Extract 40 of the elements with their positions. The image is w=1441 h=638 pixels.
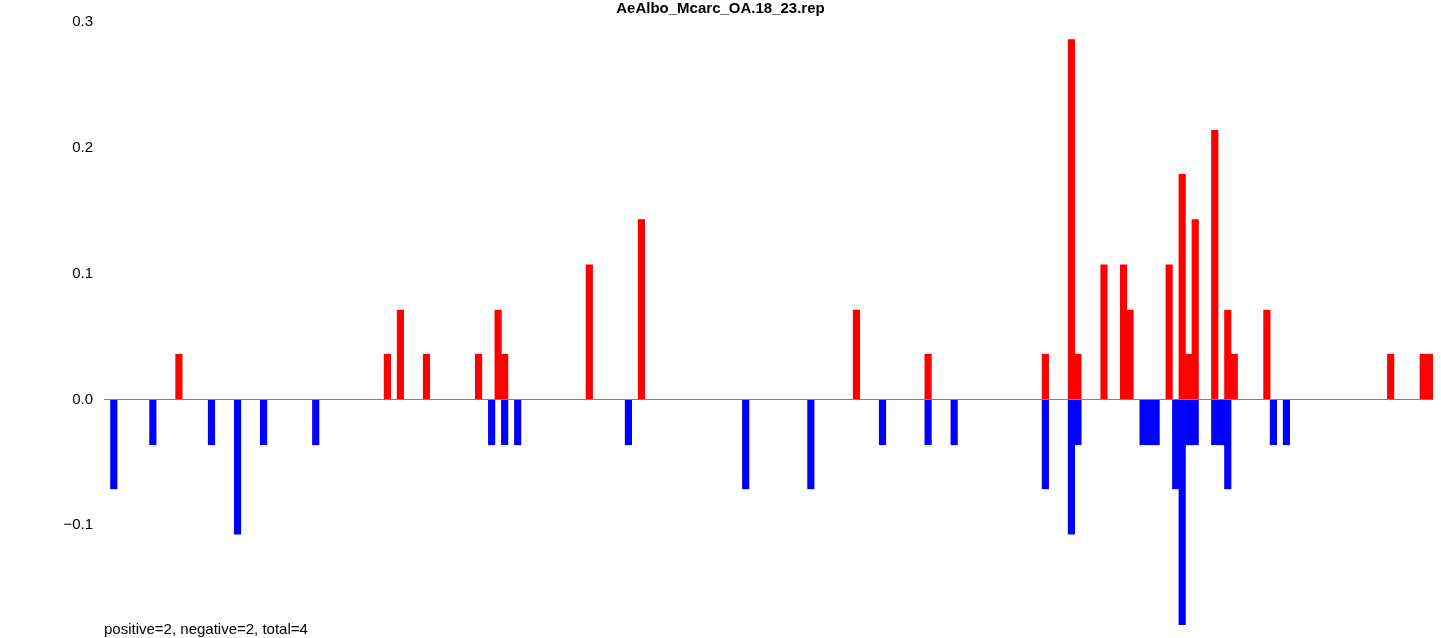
bar bbox=[110, 399, 118, 490]
bar bbox=[396, 309, 405, 400]
bar bbox=[742, 399, 750, 490]
bar bbox=[475, 353, 483, 400]
chart-title: AeAlbo_Mcarc_OA.18_23.rep bbox=[616, 0, 825, 17]
bar bbox=[422, 353, 431, 400]
bar bbox=[637, 219, 646, 400]
bar bbox=[207, 399, 216, 446]
bar bbox=[514, 399, 522, 446]
bar bbox=[878, 399, 887, 446]
bar bbox=[1165, 264, 1173, 400]
bar bbox=[501, 399, 509, 446]
bar bbox=[924, 353, 932, 400]
bar bbox=[149, 399, 157, 446]
bar bbox=[312, 399, 320, 446]
y-tick-label: 0.3 bbox=[72, 12, 93, 30]
bar bbox=[488, 399, 496, 446]
bar bbox=[233, 399, 242, 535]
bar bbox=[175, 353, 183, 400]
bar bbox=[807, 399, 815, 490]
bar bbox=[1041, 399, 1049, 490]
bar bbox=[924, 399, 932, 446]
bar bbox=[1100, 264, 1108, 400]
y-tick-label: 0.1 bbox=[72, 263, 93, 281]
bar bbox=[624, 399, 633, 446]
y-tick-label: −0.1 bbox=[63, 515, 93, 533]
bar bbox=[1269, 399, 1277, 446]
y-tick-label: 0.2 bbox=[72, 137, 93, 155]
bar bbox=[585, 264, 593, 400]
bar bbox=[1282, 399, 1291, 446]
bar bbox=[1387, 353, 1395, 400]
bar bbox=[950, 399, 958, 446]
bar bbox=[260, 399, 268, 446]
annotation: positive=2, negative=2, total=4 bbox=[104, 620, 308, 637]
bar bbox=[852, 309, 861, 400]
bar bbox=[1211, 129, 1219, 400]
bar bbox=[1041, 353, 1049, 400]
bar bbox=[383, 353, 391, 400]
bar bbox=[1263, 309, 1271, 400]
y-tick-label: 0.0 bbox=[72, 389, 93, 407]
